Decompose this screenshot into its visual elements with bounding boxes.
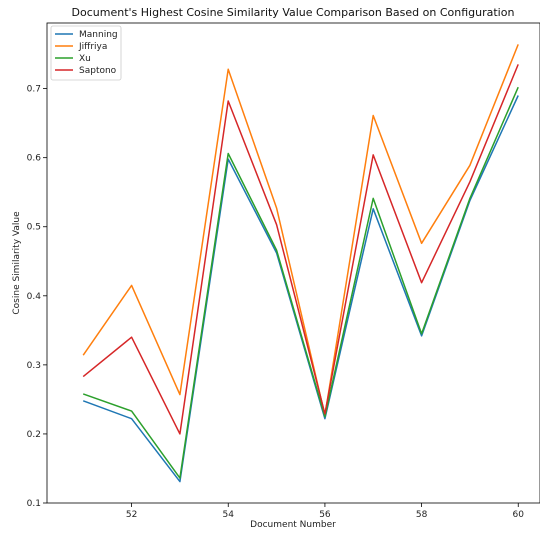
series-lines bbox=[82, 44, 519, 483]
y-tick-label: 0.3 bbox=[27, 361, 41, 371]
x-tick-label: 56 bbox=[319, 510, 331, 520]
x-tick-label: 54 bbox=[223, 510, 235, 520]
legend-label-saptono: Saptono bbox=[79, 66, 117, 76]
x-axis: 52 54 56 58 60 bbox=[126, 503, 524, 520]
y-axis: 0.1 0.2 0.3 0.4 0.5 0.6 0.7 bbox=[27, 85, 47, 509]
legend-label-manning: Manning bbox=[79, 30, 118, 40]
chart-title: Document's Highest Cosine Similarity Val… bbox=[72, 6, 515, 19]
legend: Manning Jiffriya Xu Saptono bbox=[50, 25, 122, 81]
legend-label-jiffriya: Jiffriya bbox=[78, 42, 107, 52]
y-tick-label: 0.7 bbox=[27, 85, 41, 95]
legend-label-xu: Xu bbox=[79, 54, 91, 64]
legend-box bbox=[50, 25, 122, 81]
y-tick-label: 0.6 bbox=[27, 154, 42, 164]
series-line-saptono bbox=[82, 64, 519, 435]
plot-area bbox=[46, 22, 540, 504]
y-tick-label: 0.2 bbox=[27, 430, 41, 440]
x-tick-label: 52 bbox=[126, 510, 137, 520]
y-axis-title: Cosine Similarity Value bbox=[12, 211, 22, 315]
series-line-jiffriya bbox=[82, 44, 519, 417]
series-line-xu bbox=[82, 86, 519, 479]
series-line-manning bbox=[82, 95, 519, 483]
x-axis-title: Document Number bbox=[250, 520, 336, 530]
x-tick-label: 58 bbox=[416, 510, 428, 520]
x-tick-label: 60 bbox=[513, 510, 525, 520]
y-tick-label: 0.5 bbox=[27, 223, 41, 233]
y-tick-label: 0.1 bbox=[27, 499, 41, 509]
y-tick-label: 0.4 bbox=[27, 292, 42, 302]
